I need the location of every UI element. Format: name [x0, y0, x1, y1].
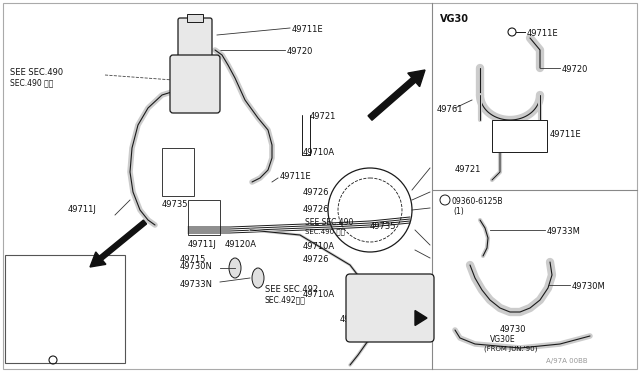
Text: 49711E: 49711E: [292, 25, 324, 34]
Bar: [188, 200, 220, 235]
Text: 49726: 49726: [303, 188, 330, 197]
Text: 49120A: 49120A: [225, 240, 257, 249]
Text: VG30: VG30: [8, 258, 37, 268]
Bar: [162, 148, 194, 196]
Text: 49726: 49726: [360, 315, 387, 324]
FancyArrow shape: [90, 220, 147, 267]
Text: SEC.490 参照: SEC.490 参照: [10, 78, 53, 87]
Text: 49715: 49715: [180, 255, 206, 264]
Text: 49720: 49720: [562, 65, 588, 74]
Text: 49733M: 49733M: [547, 227, 581, 236]
Ellipse shape: [252, 268, 264, 288]
Text: 49711J: 49711J: [188, 240, 217, 249]
Text: 49721: 49721: [455, 165, 481, 174]
Text: SEC.492参照: SEC.492参照: [265, 295, 306, 304]
Text: SEE SEC.490: SEE SEC.490: [305, 218, 353, 227]
Text: 49726: 49726: [360, 328, 387, 337]
Text: 49720: 49720: [287, 47, 314, 56]
Text: 49735: 49735: [370, 222, 397, 231]
Text: 49726: 49726: [340, 315, 367, 324]
FancyBboxPatch shape: [170, 55, 220, 113]
FancyBboxPatch shape: [178, 18, 212, 64]
Text: 49711J: 49711J: [68, 205, 97, 214]
Bar: [5, 255, 125, 363]
Text: 49710A: 49710A: [303, 290, 335, 299]
FancyArrow shape: [415, 311, 427, 326]
Ellipse shape: [229, 258, 241, 278]
Text: SEE SEC.492: SEE SEC.492: [265, 285, 318, 294]
Text: 49726: 49726: [303, 205, 330, 214]
Text: 49726: 49726: [303, 255, 330, 264]
Text: A/97A 00BB: A/97A 00BB: [547, 358, 588, 364]
Text: 49761: 49761: [437, 105, 463, 114]
Text: 49711E: 49711E: [527, 29, 559, 38]
Text: VG30E: VG30E: [490, 335, 516, 344]
Text: VG30: VG30: [440, 14, 469, 24]
Text: 49711E: 49711E: [280, 172, 312, 181]
Text: 49735: 49735: [162, 200, 189, 209]
Text: 49711E: 49711E: [550, 130, 582, 139]
Text: 49730N: 49730N: [180, 262, 213, 271]
Text: 09360-6125B: 09360-6125B: [452, 197, 504, 206]
Bar: [187, 14, 203, 22]
Text: 49721: 49721: [310, 112, 337, 121]
Text: SEC.490 参照: SEC.490 参照: [305, 228, 345, 235]
Text: 49730: 49730: [500, 325, 527, 334]
Text: 49710A: 49710A: [303, 242, 335, 251]
Text: (1): (1): [453, 207, 464, 216]
Text: 49710A: 49710A: [303, 148, 335, 157]
FancyArrow shape: [368, 70, 425, 120]
Text: (FROM JUN.'90): (FROM JUN.'90): [484, 345, 538, 352]
FancyBboxPatch shape: [346, 274, 434, 342]
Text: 49733N: 49733N: [180, 280, 213, 289]
Text: 49730M: 49730M: [572, 282, 605, 291]
Text: 49715: 49715: [58, 315, 84, 324]
Text: SEE SEC.490: SEE SEC.490: [10, 68, 63, 77]
Bar: [492, 120, 547, 152]
